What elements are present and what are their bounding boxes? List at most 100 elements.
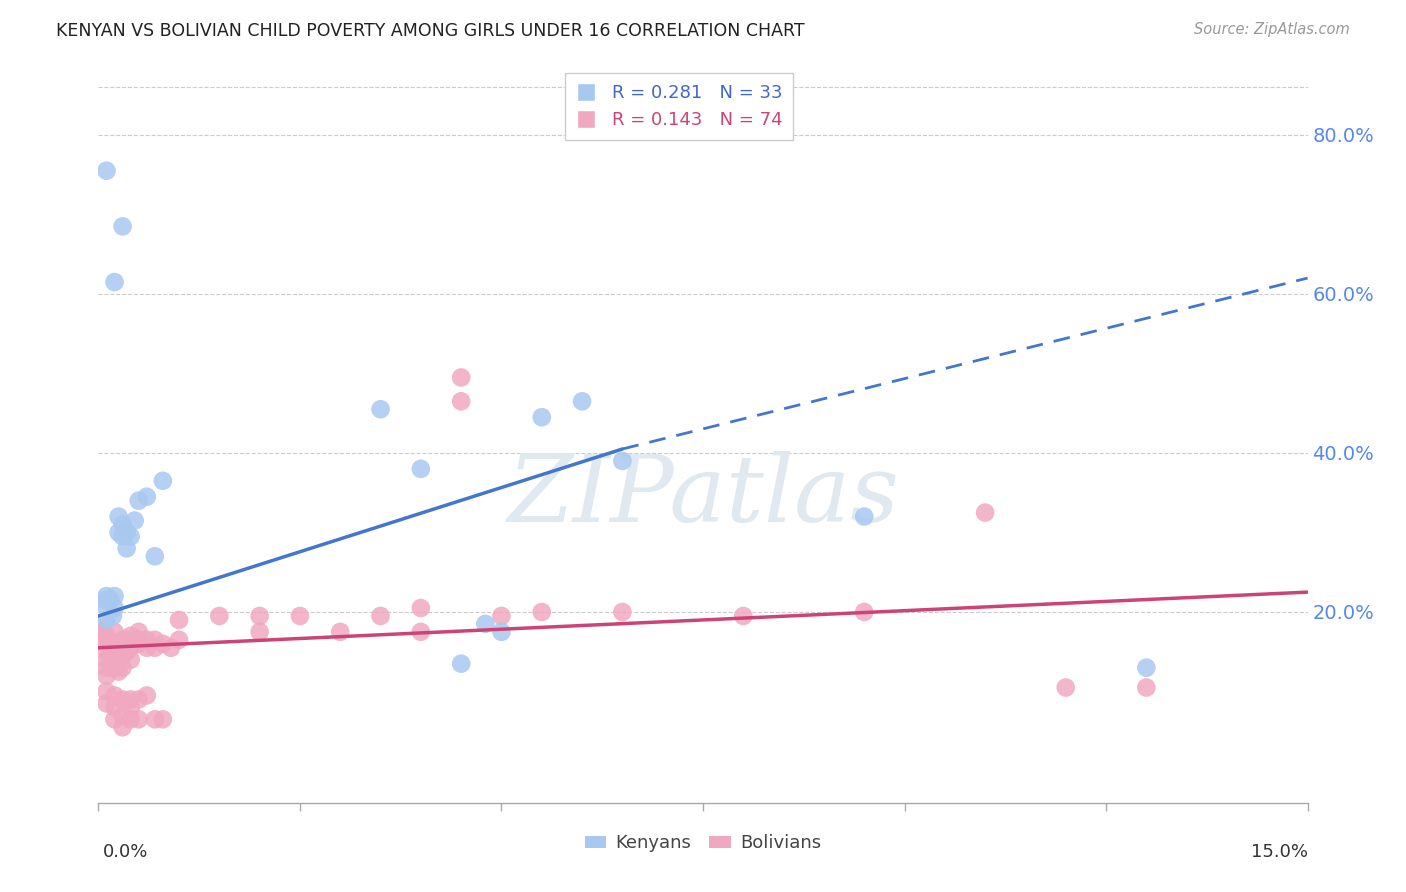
Point <box>103 275 125 289</box>
Point <box>103 648 125 663</box>
Point <box>103 712 125 726</box>
Point <box>96 697 118 711</box>
Point <box>612 454 634 468</box>
Point <box>120 640 142 655</box>
Point <box>249 609 271 624</box>
Point <box>96 629 118 643</box>
Point <box>103 660 125 674</box>
Point <box>152 474 174 488</box>
Point <box>409 462 432 476</box>
Point <box>853 605 876 619</box>
Point <box>96 589 118 603</box>
Point <box>91 624 114 639</box>
Point <box>96 668 118 682</box>
Point <box>103 700 125 714</box>
Point <box>143 632 166 647</box>
Point <box>474 616 496 631</box>
Point <box>100 637 122 651</box>
Point <box>100 645 122 659</box>
Point <box>135 689 157 703</box>
Point <box>143 712 166 726</box>
Point <box>733 609 755 624</box>
Point <box>128 624 150 639</box>
Point <box>409 601 432 615</box>
Point <box>96 645 118 659</box>
Point <box>143 640 166 655</box>
Point <box>100 593 122 607</box>
Text: 15.0%: 15.0% <box>1250 843 1308 861</box>
Point <box>96 660 118 674</box>
Point <box>409 624 432 639</box>
Point <box>120 700 142 714</box>
Point <box>107 525 129 540</box>
Point <box>107 509 129 524</box>
Point <box>107 645 129 659</box>
Point <box>530 605 553 619</box>
Point <box>1135 660 1157 674</box>
Point <box>1135 681 1157 695</box>
Point <box>124 637 146 651</box>
Point <box>111 219 134 234</box>
Point <box>128 493 150 508</box>
Point <box>111 692 134 706</box>
Point <box>124 514 146 528</box>
Point <box>450 394 472 409</box>
Point <box>115 525 138 540</box>
Point <box>135 490 157 504</box>
Point <box>107 657 129 671</box>
Point <box>370 402 392 417</box>
Point <box>96 163 118 178</box>
Point <box>208 609 231 624</box>
Point <box>101 609 124 624</box>
Point <box>111 660 134 674</box>
Point <box>91 597 114 611</box>
Point <box>111 632 134 647</box>
Point <box>103 640 125 655</box>
Point <box>103 601 125 615</box>
Point <box>96 637 118 651</box>
Point <box>94 593 117 607</box>
Point <box>107 665 129 679</box>
Point <box>128 632 150 647</box>
Point <box>128 692 150 706</box>
Point <box>571 394 593 409</box>
Text: KENYAN VS BOLIVIAN CHILD POVERTY AMONG GIRLS UNDER 16 CORRELATION CHART: KENYAN VS BOLIVIAN CHILD POVERTY AMONG G… <box>56 22 804 40</box>
Text: ZIPatlas: ZIPatlas <box>508 450 898 541</box>
Point <box>167 632 190 647</box>
Point <box>120 692 142 706</box>
Text: 0.0%: 0.0% <box>103 843 148 861</box>
Point <box>249 624 271 639</box>
Point <box>115 637 138 651</box>
Point <box>120 653 142 667</box>
Point <box>94 632 117 647</box>
Point <box>115 645 138 659</box>
Point <box>96 613 118 627</box>
Text: Source: ZipAtlas.com: Source: ZipAtlas.com <box>1194 22 1350 37</box>
Point <box>530 410 553 425</box>
Legend: Kenyans, Bolivians: Kenyans, Bolivians <box>578 827 828 860</box>
Point <box>90 621 112 635</box>
Point <box>152 712 174 726</box>
Point <box>120 529 142 543</box>
Point <box>124 632 146 647</box>
Point <box>152 637 174 651</box>
Point <box>450 657 472 671</box>
Point <box>612 605 634 619</box>
Point <box>1054 681 1077 695</box>
Point <box>120 712 142 726</box>
Point <box>853 509 876 524</box>
Point <box>135 632 157 647</box>
Point <box>329 624 352 639</box>
Point <box>111 720 134 734</box>
Point <box>135 640 157 655</box>
Point <box>103 637 125 651</box>
Point <box>370 609 392 624</box>
Point <box>115 632 138 647</box>
Point <box>974 506 997 520</box>
Point <box>111 640 134 655</box>
Point <box>111 517 134 532</box>
Point <box>103 589 125 603</box>
Point <box>167 613 190 627</box>
Point <box>491 624 513 639</box>
Point <box>111 648 134 663</box>
